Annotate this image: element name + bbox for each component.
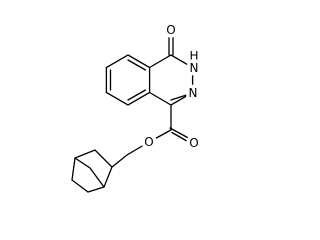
bond	[148, 129, 172, 143]
atom-label: N	[189, 86, 198, 100]
bond	[127, 89, 147, 101]
bond	[126, 141, 150, 156]
atom-label: O	[144, 135, 153, 149]
atom-label: H	[189, 49, 198, 63]
bond	[111, 154, 128, 168]
bond	[169, 127, 194, 142]
bond	[127, 59, 147, 71]
bond	[171, 131, 193, 145]
bond	[148, 54, 194, 106]
bond	[170, 93, 189, 101]
atom-label: O	[166, 23, 175, 37]
atom-label: N	[190, 61, 199, 75]
molecule: O H N N O O	[71, 20, 202, 193]
bond	[105, 54, 151, 106]
bonds	[71, 31, 194, 193]
bond	[74, 157, 105, 188]
atoms: O H N N O O	[141, 20, 202, 154]
atom-label: O	[189, 136, 198, 150]
